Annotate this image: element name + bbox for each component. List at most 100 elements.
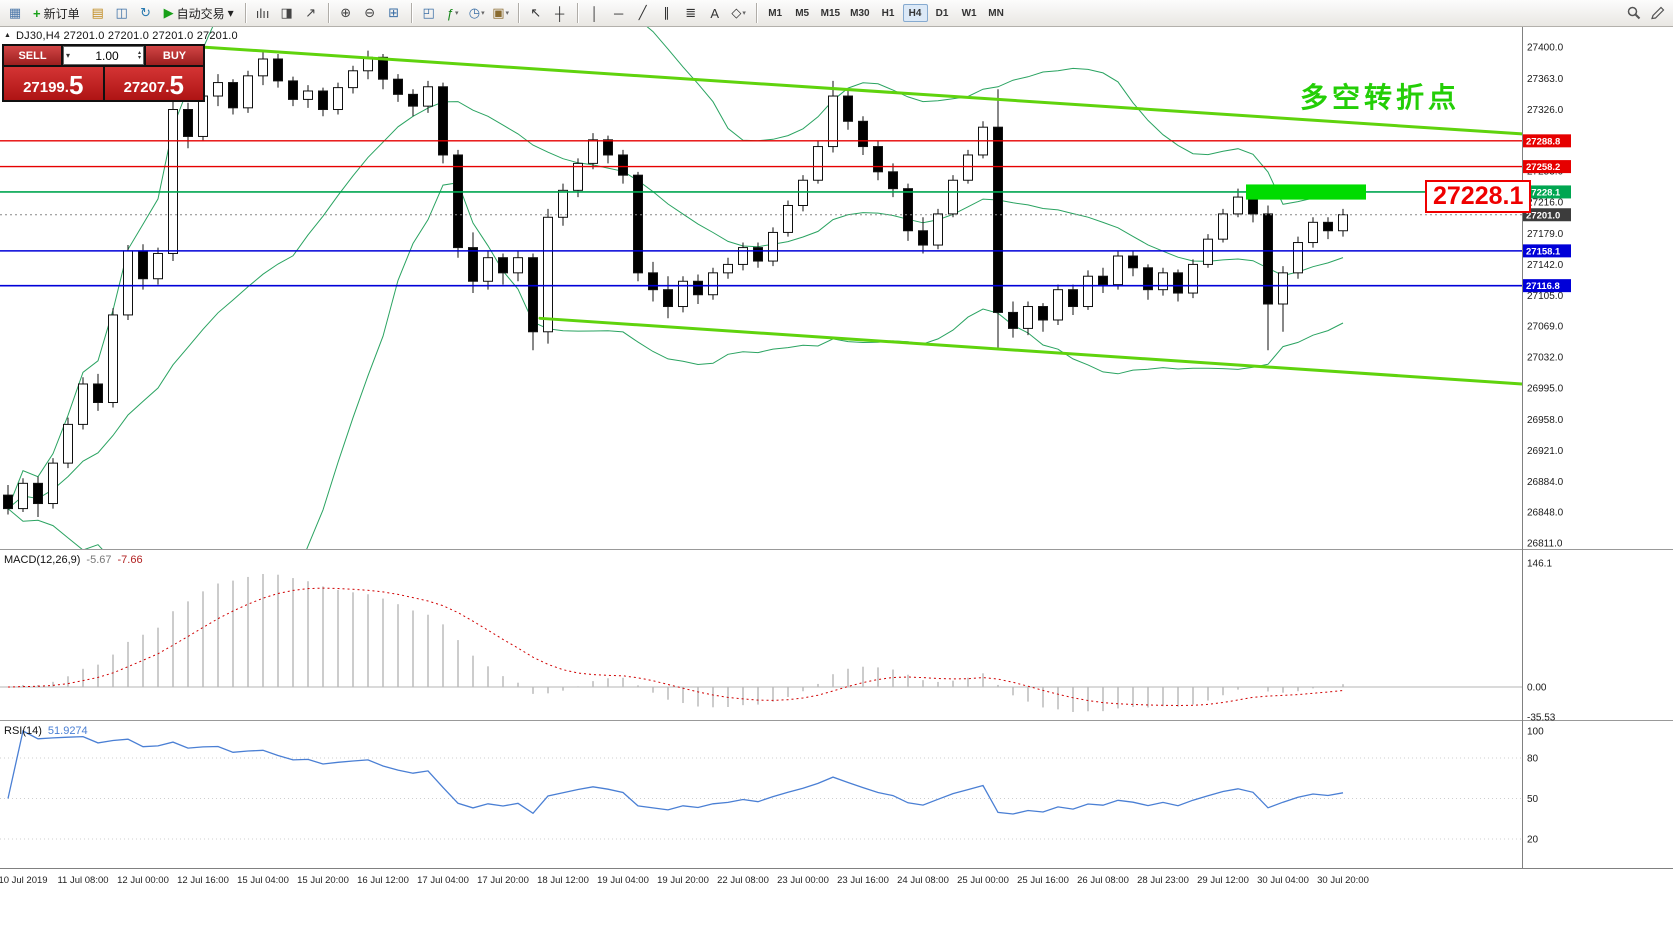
new-order-button-icon: + [33, 5, 41, 21]
svg-text:0.00: 0.00 [1527, 683, 1547, 694]
symbol-search-icon[interactable] [1623, 3, 1645, 23]
rsi-panel[interactable] [0, 730, 1522, 840]
text-icon[interactable]: A [710, 5, 719, 21]
timeframe-m1-button[interactable]: M1 [768, 7, 783, 19]
buy-price-big-digit: 5 [169, 70, 184, 100]
market-watch-icon[interactable]: ◫ [115, 5, 128, 20]
svg-text:27326.0: 27326.0 [1527, 105, 1564, 116]
volume-dropdown-icon[interactable]: ▾ [66, 51, 71, 60]
toolbar-separator [755, 3, 757, 23]
macd-signal-value: -7.66 [117, 554, 143, 566]
candlestick-chart-icon[interactable]: ◨ [280, 5, 293, 20]
svg-text:12 Jul 16:00: 12 Jul 16:00 [177, 875, 229, 886]
one-click-trading-panel: SELL ▾ 1.00 ▴ ▾ BUY 27199. 5 27207. 5 [2, 44, 205, 102]
dropdown-caret-icon[interactable]: ▾ [505, 10, 510, 17]
timeframe-h1-button[interactable]: H1 [881, 7, 895, 19]
new-order-button-label: 新订单 [43, 6, 80, 21]
indicators-icon[interactable]: ƒ ▾ [446, 5, 459, 21]
svg-text:27363.0: 27363.0 [1527, 74, 1564, 85]
svg-text:-35.53: -35.53 [1527, 713, 1556, 724]
timeframe-m5-button[interactable]: M5 [795, 7, 810, 19]
svg-text:19 Jul 20:00: 19 Jul 20:00 [657, 875, 709, 886]
profiles-icon[interactable]: ▤ [91, 5, 104, 20]
rsi-name: RSI(14) [4, 725, 42, 737]
rsi-indicator-label: RSI(14) 51.9274 [4, 725, 88, 737]
shapes-icon[interactable]: ◇ ▾ [731, 5, 746, 20]
toolbar-separator [576, 3, 578, 23]
crosshair-icon[interactable]: ┼ [555, 5, 565, 21]
buy-price-main: 27207. [123, 79, 170, 96]
svg-text:25 Jul 16:00: 25 Jul 16:00 [1017, 875, 1069, 886]
svg-text:27116.8: 27116.8 [1526, 281, 1560, 292]
dropdown-caret-icon[interactable]: ▾ [227, 6, 234, 20]
bar-chart-icon[interactable]: ılıı [255, 5, 270, 21]
svg-text:11 Jul 08:00: 11 Jul 08:00 [57, 875, 108, 886]
svg-text:15 Jul 20:00: 15 Jul 20:00 [297, 875, 349, 886]
svg-text:27201.0: 27201.0 [1526, 210, 1560, 221]
dropdown-caret-icon[interactable]: ▾ [455, 10, 459, 17]
channel-icon[interactable]: ∥ [663, 5, 670, 20]
dropdown-caret-icon[interactable]: ▾ [481, 10, 485, 17]
horizontal-line-icon[interactable]: ─ [614, 5, 624, 21]
chart-canvas[interactable]: 27400.027363.027326.027289.027253.027216… [0, 27, 1673, 950]
autotrading-button[interactable]: ▶ 自动交易 ▾ [159, 3, 239, 23]
dropdown-caret-icon[interactable]: ▾ [742, 10, 746, 17]
svg-text:80: 80 [1527, 753, 1539, 764]
autotrading-button-label: 自动交易 [176, 6, 225, 21]
svg-text:23 Jul 00:00: 23 Jul 00:00 [777, 875, 829, 886]
buy-price[interactable]: 27207. 5 [104, 67, 203, 100]
svg-text:27069.0: 27069.0 [1527, 321, 1564, 332]
sell-price-big-digit: 5 [68, 70, 84, 100]
refresh-icon[interactable]: ↻ [140, 5, 152, 20]
svg-text:16 Jul 12:00: 16 Jul 12:00 [357, 875, 409, 886]
svg-text:26811.0: 26811.0 [1527, 539, 1563, 550]
new-chart-icon[interactable]: ◰ [422, 5, 435, 20]
time-axis[interactable]: 10 Jul 2019 11 Jul 08:00 12 Jul 00:00 12 Ju… [0, 875, 1369, 886]
volume-value: 1.00 [95, 48, 119, 63]
chart-window-icon[interactable]: ▦ [8, 5, 22, 20]
svg-text:27179.0: 27179.0 [1527, 229, 1564, 240]
sell-price[interactable]: 27199. 5 [4, 67, 103, 100]
panel-collapse-icon[interactable]: ▲ [4, 32, 11, 39]
macd-panel[interactable] [0, 573, 1522, 712]
templates-icon[interactable]: ▣ ▾ [492, 5, 510, 20]
chart-window: 27400.027363.027326.027289.027253.027216… [0, 27, 1673, 950]
line-chart-icon[interactable]: ↗ [305, 5, 317, 20]
svg-text:28 Jul 23:00: 28 Jul 23:00 [1137, 875, 1189, 886]
timeframe-m30-button[interactable]: M30 [850, 7, 870, 19]
new-order-button[interactable]: + 新订单 [28, 3, 85, 23]
svg-text:18 Jul 12:00: 18 Jul 12:00 [537, 875, 589, 886]
timeframe-mn-button[interactable]: MN [988, 7, 1004, 19]
timeframe-h4-button[interactable]: H4 [902, 4, 928, 22]
cursor-icon[interactable]: ↖ [530, 5, 542, 20]
edit-icon[interactable] [1647, 3, 1669, 23]
zoom-out-icon[interactable]: ⊖ [364, 5, 376, 20]
buy-button[interactable]: BUY [146, 46, 203, 65]
trendline-icon[interactable]: ╱ [638, 5, 647, 20]
volume-stepper[interactable]: ▾ 1.00 ▴ ▾ [63, 46, 144, 65]
volume-spinner-icon[interactable]: ▴ ▾ [137, 49, 141, 61]
svg-text:24 Jul 08:00: 24 Jul 08:00 [897, 875, 949, 886]
price-level-callout: 27228.1 [1425, 180, 1532, 213]
fibonacci-icon[interactable]: ≣ [685, 5, 697, 20]
symbol-ohlc-info: DJ30,H4 27201.0 27201.0 27201.0 27201.0 [16, 30, 238, 42]
svg-text:27158.1: 27158.1 [1526, 246, 1561, 257]
periods-icon[interactable]: ◷ ▾ [468, 5, 485, 20]
svg-text:100: 100 [1527, 726, 1544, 737]
main-price-panel[interactable] [0, 27, 1522, 611]
svg-text:17 Jul 20:00: 17 Jul 20:00 [477, 875, 529, 886]
rsi-value: 51.9274 [47, 725, 88, 737]
timeframe-w1-button[interactable]: W1 [961, 7, 977, 19]
main-toolbar: ▦ + 新订单 ▤ ◫ ↻ ▶ 自动交易 ▾ ılıı ◨ ↗ ⊕ ⊖ ⊞ ◰ ƒ ▾ ◷ ▾ ▣ ▾ ↖ ┼ │ ─ ╱ ∥ ≣ A ◇ ▾… [0, 0, 1673, 27]
svg-text:27228.1: 27228.1 [1526, 187, 1561, 198]
vertical-line-icon[interactable]: │ [590, 5, 599, 21]
sell-button[interactable]: SELL [4, 46, 61, 65]
price-axis[interactable]: 27400.027363.027326.027289.027253.027216… [1523, 43, 1571, 846]
timeframe-d1-button[interactable]: D1 [935, 7, 949, 19]
grid-icon[interactable]: ⊞ [388, 5, 400, 20]
zoom-in-icon[interactable]: ⊕ [340, 5, 352, 20]
timeframe-m15-button[interactable]: M15 [820, 7, 841, 19]
svg-text:26995.0: 26995.0 [1527, 384, 1564, 395]
svg-text:26958.0: 26958.0 [1527, 415, 1564, 426]
